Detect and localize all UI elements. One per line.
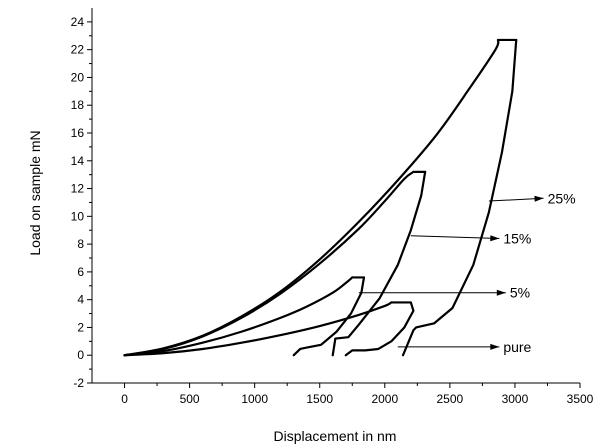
annotation-label: 25% bbox=[548, 190, 576, 206]
annotations: 25% 15% 5% pure bbox=[358, 190, 576, 355]
y-tick-label: 20 bbox=[71, 70, 85, 84]
y-axis-title: Load on sample mN bbox=[27, 130, 43, 255]
series-5pct bbox=[123, 276, 366, 357]
x-tick-label: 2000 bbox=[371, 392, 398, 406]
y-tick-label: 4 bbox=[77, 293, 84, 307]
unloading-curve-25pct bbox=[401, 38, 518, 357]
x-tick-label: 2500 bbox=[437, 392, 464, 406]
annotation-label: 5% bbox=[510, 285, 530, 301]
loading-curve-pure bbox=[123, 301, 393, 357]
annotation-5pct: 5% bbox=[358, 285, 530, 301]
y-tick-label: 24 bbox=[71, 15, 85, 29]
x-tick-label: 500 bbox=[180, 392, 200, 406]
y-tick-label: 14 bbox=[71, 154, 85, 168]
unloading-curve-5pct bbox=[292, 276, 366, 357]
loading-curve-25pct bbox=[123, 38, 500, 357]
y-tick-label: 10 bbox=[71, 209, 85, 223]
loading-curve-15pct bbox=[123, 170, 415, 357]
annotation-label: 15% bbox=[503, 231, 531, 247]
annotation-arrow-line bbox=[410, 235, 500, 240]
y-tick-label: 0 bbox=[77, 348, 84, 362]
series-25pct bbox=[123, 38, 518, 357]
x-tick-label: 1000 bbox=[241, 392, 268, 406]
annotation-label: pure bbox=[503, 339, 531, 355]
y-tick-label: 8 bbox=[77, 237, 84, 251]
axes bbox=[91, 8, 580, 384]
annotation-25pct: 25% bbox=[488, 190, 576, 206]
x-axis-title: Displacement in nm bbox=[274, 428, 397, 444]
y-tick-label: 2 bbox=[77, 320, 84, 334]
tick-labels: 0 500 1000 1500 2000 2500 3000 3500-20246810121… bbox=[71, 15, 594, 406]
loading-curve-5pct bbox=[123, 276, 354, 357]
annotation-arrowhead bbox=[490, 235, 500, 242]
unloading-curve-15pct bbox=[331, 170, 427, 357]
annotation-pure: pure bbox=[397, 339, 532, 355]
y-tick-label: 12 bbox=[71, 182, 85, 196]
annotation-arrowhead bbox=[496, 289, 506, 296]
annotation-arrow-line bbox=[488, 197, 544, 202]
series-pure bbox=[123, 301, 415, 357]
x-tick-label: 0 bbox=[121, 392, 128, 406]
annotation-arrowhead bbox=[490, 343, 500, 350]
tick-marks bbox=[87, 21, 581, 388]
x-tick-label: 1500 bbox=[306, 392, 333, 406]
annotation-15pct: 15% bbox=[410, 231, 531, 247]
y-tick-label: 18 bbox=[71, 98, 85, 112]
x-tick-label: 3500 bbox=[567, 392, 594, 406]
unloading-curve-pure bbox=[344, 301, 415, 357]
y-tick-label: -2 bbox=[73, 376, 84, 390]
y-tick-label: 6 bbox=[77, 265, 84, 279]
x-tick-label: 3000 bbox=[502, 392, 529, 406]
y-tick-label: 22 bbox=[71, 43, 85, 57]
y-tick-label: 16 bbox=[71, 126, 85, 140]
annotation-arrowhead bbox=[534, 195, 544, 202]
curves bbox=[123, 38, 518, 357]
